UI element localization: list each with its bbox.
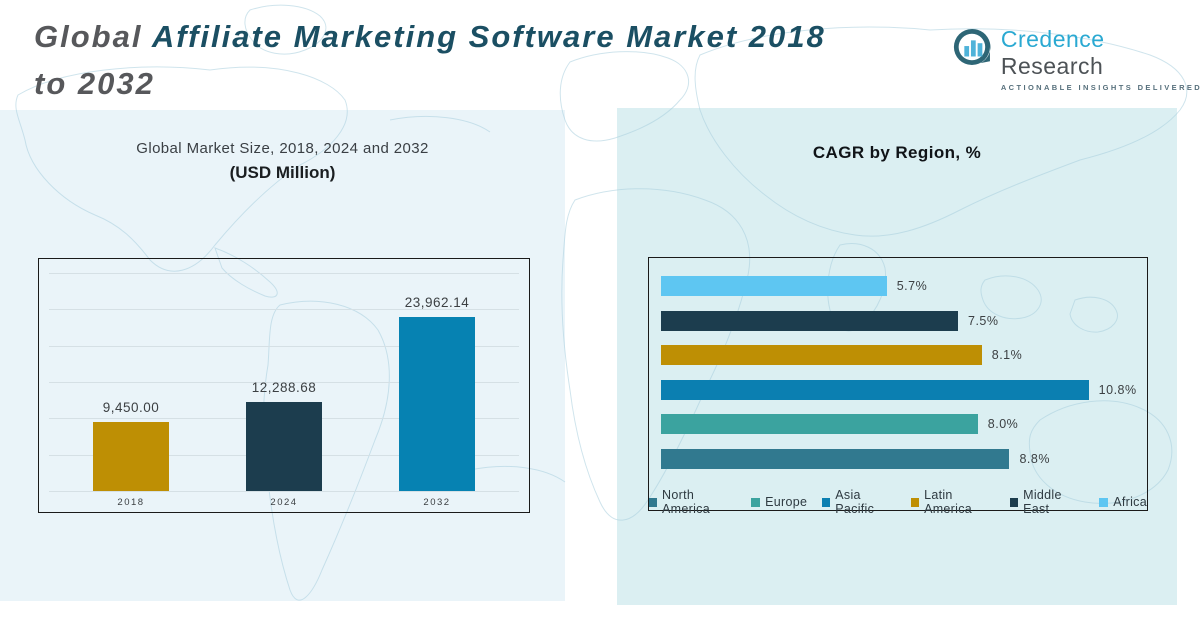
legend-item-north-america: North America [649, 488, 736, 516]
cagr-bar-north-america [661, 449, 1010, 469]
legend-label: Middle East [1023, 488, 1062, 516]
cagr-value-label: 5.7% [896, 279, 928, 293]
logo-text: Credence Research Actionable Insights De… [1001, 26, 1203, 92]
market-size-chart-unit: (USD Million) [229, 163, 336, 182]
cagr-bar-asia-pacific [661, 379, 1089, 400]
logo-brand-name: Credence Research [1001, 26, 1203, 80]
x-axis-tick-label: 2024 [270, 497, 298, 508]
cagr-bar-latin-america [661, 345, 982, 366]
legend-label: Europe [765, 495, 808, 509]
cagr-chart-legend: North America Europe Asia Pacific Latin Ame… [649, 488, 1147, 516]
cagr-bar-africa [661, 276, 887, 296]
market-size-chart-title: Global Market Size, 2018, 2024 and 2032 [136, 140, 429, 157]
cagr-value-label: 8.8% [1019, 452, 1050, 466]
page-title: Global Affiliate Marketing Software Mark… [34, 14, 1014, 107]
market-size-value-label: 9,450.00 [102, 400, 160, 416]
legend-swatch [822, 497, 831, 507]
cagr-value-label: 8.0% [987, 417, 1019, 432]
cagr-chart-title: CAGR by Region, % [812, 143, 982, 162]
legend-item-europe: Europe [751, 495, 807, 509]
x-axis-tick-label: 2032 [423, 497, 451, 508]
market-size-value-label: 12,288.68 [251, 379, 317, 395]
legend-swatch [649, 497, 658, 507]
cagr-value-label: 8.1% [991, 348, 1023, 363]
credence-research-logo: Credence Research Actionable Insights De… [952, 26, 1203, 92]
legend-label: North America [662, 488, 710, 516]
cagr-chart-plot: North America Europe Asia Pacific Latin Ame… [648, 257, 1148, 516]
legend-item-latin-america: Latin America [911, 488, 995, 516]
x-axis-tick-label: 2018 [117, 497, 145, 508]
legend-swatch [1010, 497, 1019, 507]
legend-swatch [911, 497, 920, 507]
page-title-part2: Affiliate Marketing Software Market 2018 [142, 19, 826, 54]
legend-label: Africa [1113, 495, 1147, 509]
logo-brand-secondary: Research [1000, 53, 1104, 79]
market-size-bar-2032 [399, 316, 475, 491]
legend-item-asia-pacific: Asia Pacific [822, 488, 896, 516]
cagr-bar-middle-east [661, 310, 958, 331]
market-size-chart-plot: 9,450.00 2018 12,288.68 2024 23,962.14 2032 [38, 258, 530, 513]
market-size-bar-2018 [93, 422, 169, 491]
cagr-value-label: 10.8% [1098, 382, 1137, 397]
legend-item-middle-east: Middle East [1010, 488, 1084, 516]
logo-tagline: Actionable Insights Delivered [1000, 83, 1203, 92]
gridline [49, 273, 519, 274]
legend-item-africa: Africa [1099, 495, 1147, 509]
legend-label: Asia Pacific [835, 488, 875, 516]
market-size-bar-2024 [246, 401, 322, 491]
logo-brand-primary: Credence [1000, 26, 1105, 52]
page-title-part1: Global [34, 19, 143, 54]
legend-swatch [1099, 497, 1109, 507]
legend-swatch [751, 497, 761, 507]
logo-chart-bubble-icon [953, 28, 991, 66]
legend-label: Latin America [924, 488, 973, 516]
page-title-part3: to 2032 [34, 65, 155, 101]
cagr-bar-europe [661, 414, 978, 435]
market-size-value-label: 23,962.14 [404, 294, 470, 310]
cagr-value-label: 7.5% [968, 313, 999, 328]
x-axis-line [49, 491, 519, 492]
